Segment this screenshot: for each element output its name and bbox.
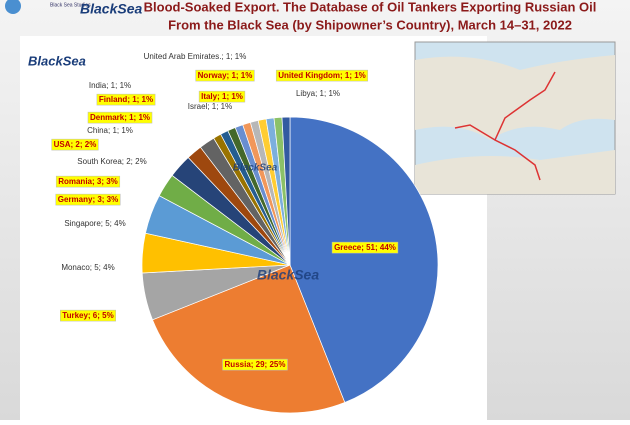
- title-line: Blood-Soaked Export. The Database of Oil…: [144, 0, 597, 14]
- label-highlight: [60, 309, 116, 322]
- data-label: USA; 2; 2%: [54, 140, 97, 149]
- label-highlight: [87, 111, 153, 124]
- pie-slice: [152, 264, 346, 414]
- label-highlight: [198, 90, 246, 103]
- data-label: Finland; 1; 1%: [99, 95, 153, 104]
- data-label: South Korea; 2; 2%: [77, 157, 146, 166]
- map-land: [415, 55, 615, 140]
- data-label: Singapore; 5; 4%: [64, 219, 125, 228]
- data-label: Turkey; 6; 5%: [62, 311, 113, 320]
- data-label: Romania; 3; 3%: [58, 177, 118, 186]
- data-label: United Arab Emirates.; 1; 1%: [144, 52, 247, 61]
- data-label: Russia; 29; 25%: [225, 360, 286, 369]
- label-highlight: [222, 358, 288, 371]
- data-label: Denmark; 1; 1%: [90, 113, 150, 122]
- data-label: Israel; 1; 1%: [188, 102, 232, 111]
- logo: BlackSea: [80, 1, 142, 17]
- data-label: China; 1; 1%: [87, 126, 133, 135]
- pie-slice: [281, 116, 291, 266]
- data-label: Greece; 51; 44%: [334, 243, 396, 252]
- watermark: BlackSea: [233, 163, 278, 174]
- label-highlight: [96, 93, 156, 106]
- watermark: BlackSea: [257, 267, 319, 283]
- watermark: BlackSea: [28, 53, 86, 68]
- label-highlight: [51, 138, 99, 151]
- label-highlight: [195, 69, 255, 82]
- data-label: Monaco; 5; 4%: [61, 263, 114, 272]
- data-label: Norway; 1; 1%: [198, 71, 253, 80]
- title-line: From the Black Sea (by Shipowner’s Count…: [168, 17, 572, 32]
- label-highlight: [275, 69, 369, 82]
- logo-icon: [5, 0, 21, 14]
- label-highlight: [331, 241, 399, 254]
- label-highlight: [55, 193, 121, 206]
- map-route: [454, 71, 556, 181]
- data-label: United Kingdom; 1; 1%: [278, 71, 366, 80]
- data-label: Libya; 1; 1%: [296, 89, 340, 98]
- data-label: Germany; 3; 3%: [58, 195, 118, 204]
- data-label: India; 1; 1%: [89, 81, 131, 90]
- pie-slice: [289, 116, 439, 403]
- map: [414, 41, 616, 195]
- label-highlight: [55, 175, 121, 188]
- data-label: Italy; 1; 1%: [201, 92, 243, 101]
- map-land: [415, 150, 615, 194]
- logo-sub: Black Sea Studies: [50, 2, 91, 8]
